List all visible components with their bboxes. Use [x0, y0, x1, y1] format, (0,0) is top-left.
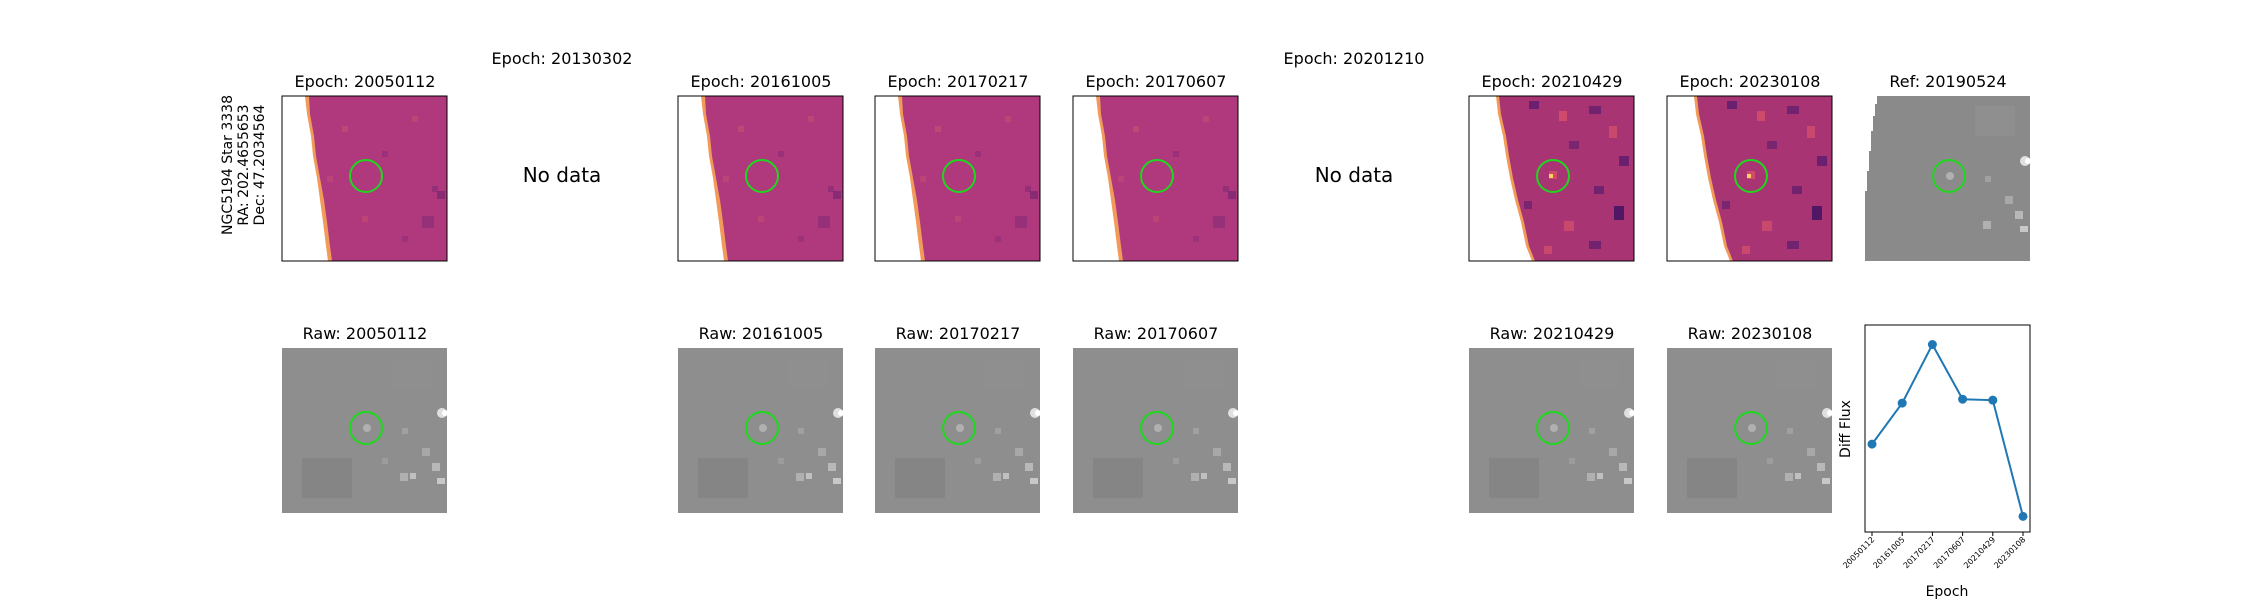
epoch-panel-title: Epoch: 20201210 [1284, 49, 1425, 68]
target-circle [745, 411, 779, 445]
epoch-panel-title: Epoch: 20210429 [1482, 72, 1623, 91]
epoch-panel-title: Epoch: 20130302 [492, 49, 633, 68]
epoch-panel-8: Ref: 20190524 [1865, 72, 2031, 261]
star-name-label: NGC5194 Star 3338 [220, 95, 236, 235]
x-tick-label: 20230108 [1992, 535, 2027, 570]
series-line [1871, 342, 2024, 517]
data-point [1897, 398, 1907, 408]
raw-image [1469, 348, 1635, 513]
target-circle [1140, 159, 1174, 193]
star-dec-label: Dec: 47.2034564 [252, 104, 268, 225]
epoch-panel-7: Epoch: 20230108 [1666, 72, 1833, 262]
raw-panel-0: Raw: 20050112 [282, 324, 448, 513]
raw-image [282, 348, 448, 513]
raw-panel-title: Raw: 20170607 [1094, 324, 1219, 343]
epoch-panel-3: Epoch: 20170217 [874, 72, 1041, 262]
raw-panel-title: Raw: 20230108 [1688, 324, 1813, 343]
epoch-panel-title: Epoch: 20230108 [1680, 72, 1821, 91]
target-circle [349, 159, 383, 193]
data-point [1867, 439, 1877, 449]
x-tick-label: 20170217 [1902, 535, 1937, 570]
raw-panel-title: Raw: 20170217 [896, 324, 1021, 343]
x-tick-label: 20170607 [1932, 535, 1967, 570]
lightcurve-series [1867, 340, 2028, 521]
data-point [1988, 395, 1998, 405]
no-data-message: No data [1315, 163, 1394, 187]
target-circle [1536, 159, 1570, 193]
diff-image [1072, 95, 1239, 262]
star-info-label: NGC5194 Star 3338 RA: 202.4655653 Dec: 4… [220, 95, 268, 235]
raw-panel-2: Raw: 20161005 [678, 324, 844, 513]
data-point [1927, 340, 1937, 350]
target-circle [1734, 411, 1768, 445]
raw-image [1073, 348, 1239, 513]
raw-image [678, 348, 844, 513]
star-ra-label: RA: 202.4655653 [236, 104, 252, 225]
x-tick-label: 20050112 [1841, 535, 1876, 570]
epoch-panel-title: Epoch: 20170217 [888, 72, 1029, 91]
target-circle [1932, 159, 1966, 193]
raw-panel-6: Raw: 20210429 [1469, 324, 1635, 513]
data-point [2018, 511, 2028, 521]
raw-panel-3: Raw: 20170217 [875, 324, 1041, 513]
no-data-message: No data [523, 163, 602, 187]
epoch-panel-5: Epoch: 20201210 No data [1284, 49, 1425, 187]
lightcurve-chart: Diff Flux Epoch 200501122016100520170217… [1838, 324, 2031, 600]
diff-image [1468, 95, 1635, 262]
epoch-panel-6: Epoch: 20210429 [1468, 72, 1635, 262]
epoch-panel-1: Epoch: 20130302 No data [492, 49, 633, 187]
data-point [1958, 394, 1968, 404]
epoch-panel-2: Epoch: 20161005 [677, 72, 844, 262]
epoch-panel-title: Epoch: 20170607 [1086, 72, 1227, 91]
diff-image [874, 95, 1041, 262]
target-circle [942, 159, 976, 193]
target-circle [1734, 159, 1768, 193]
epoch-panel-title: Epoch: 20161005 [691, 72, 832, 91]
target-circle [942, 411, 976, 445]
diff-image [281, 95, 448, 262]
lightcurve-axes-frame [1864, 324, 2031, 533]
target-circle [349, 411, 383, 445]
raw-image [1667, 348, 1833, 513]
target-circle [1140, 411, 1174, 445]
epoch-panel-4: Epoch: 20170607 [1072, 72, 1239, 262]
raw-panel-title: Raw: 20161005 [699, 324, 824, 343]
ref-image [1865, 96, 2031, 261]
lightcurve-x-ticks: 2005011220161005201702172017060720210429… [1841, 532, 2027, 570]
raw-panel-4: Raw: 20170607 [1073, 324, 1239, 513]
epoch-panel-title: Ref: 20190524 [1889, 72, 2006, 91]
x-tick-label: 20210429 [1962, 535, 1997, 570]
raw-panel-title: Raw: 20050112 [303, 324, 428, 343]
lightcurve-ylabel: Diff Flux [1838, 400, 1854, 458]
raw-image [875, 348, 1041, 513]
target-circle [1536, 411, 1570, 445]
bottom-row: Raw: 20050112 Raw: 20161005 Raw: 20170217 R… [282, 324, 1833, 513]
x-tick-label: 20161005 [1871, 535, 1906, 570]
diff-image [677, 95, 844, 262]
target-circle [745, 159, 779, 193]
raw-panel-7: Raw: 20230108 [1667, 324, 1833, 513]
epoch-panel-title: Epoch: 20050112 [295, 72, 436, 91]
lightcurve-xlabel: Epoch [1926, 584, 1969, 600]
raw-panel-title: Raw: 20210429 [1490, 324, 1615, 343]
diff-image [1666, 95, 1833, 262]
epoch-panel-0: Epoch: 20050112 [281, 72, 448, 262]
